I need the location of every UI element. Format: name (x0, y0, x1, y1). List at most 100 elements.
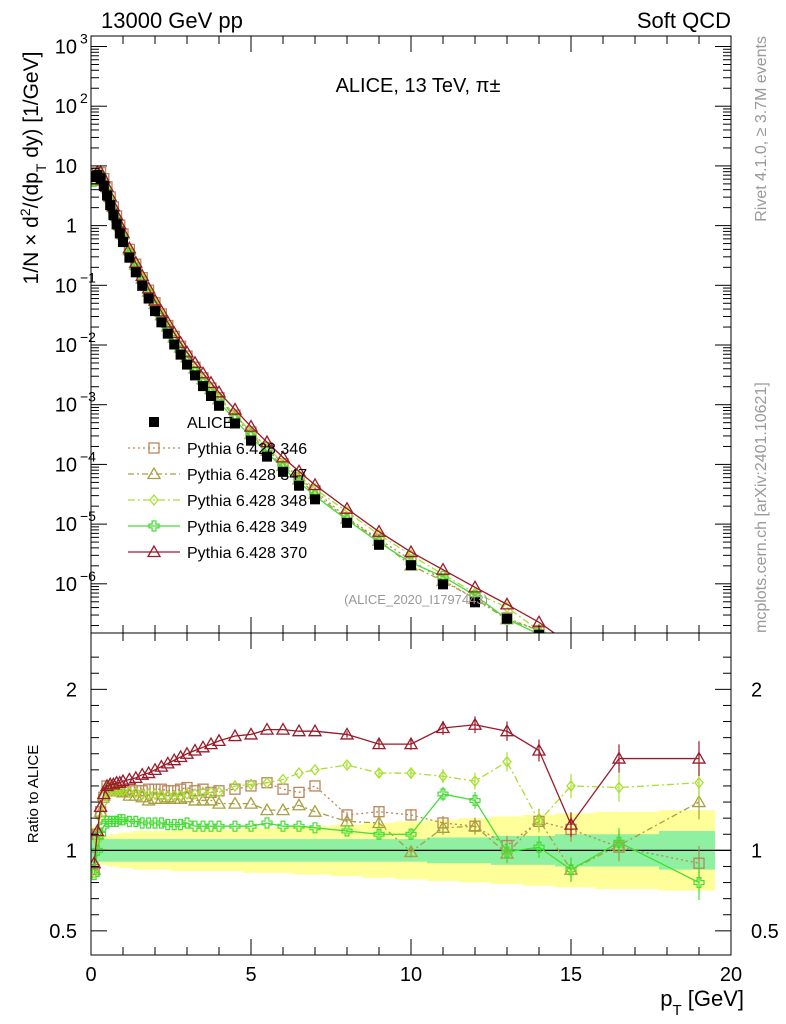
data-point (118, 237, 128, 248)
main-series-1 (91, 167, 704, 708)
ratio-series-marker (565, 864, 577, 876)
ratio-series-marker (467, 818, 483, 832)
ratio-series-marker (181, 781, 193, 794)
legend-label: Pythia 6.428 348 (187, 493, 307, 510)
ratio-series-marker (155, 783, 168, 795)
ratio-series-marker (230, 779, 240, 792)
data-point (614, 662, 624, 672)
ratio-series-marker (405, 809, 417, 821)
ratio-series-marker (96, 786, 111, 800)
main-series-line (93, 172, 545, 633)
data-point (124, 252, 135, 263)
data-point (111, 219, 122, 230)
main-series-marker (259, 434, 275, 448)
data-point (406, 560, 416, 571)
legend-label: ALICE (187, 415, 233, 432)
main-series-marker (227, 402, 243, 415)
ratio-series-marker (182, 787, 192, 801)
legend-label: Pythia 6.428 370 (187, 545, 307, 562)
ratio-series-marker (195, 793, 211, 806)
main-series-marker (613, 661, 625, 672)
legend-item: Pythia 6.428 370 (128, 544, 307, 562)
data-point (502, 613, 512, 624)
ratio-series-marker (91, 844, 104, 856)
ratio-series-marker (499, 723, 515, 737)
ratio-panel: 0.5 0.51 12 20 5 10 15 20 Ratio to ALICE pT [Ge… (25, 632, 779, 1019)
ratio-series-marker (206, 786, 216, 799)
data-point (102, 190, 112, 201)
data-point (470, 597, 480, 608)
data-point (198, 381, 208, 392)
ratio-series-marker (293, 786, 305, 799)
ratio-series-marker (213, 820, 225, 832)
ratio-series-marker (245, 780, 257, 792)
ratio-series-marker (403, 844, 419, 858)
ratio-series-marker (198, 786, 208, 799)
ratio-series-marker (181, 817, 193, 829)
ratio-series-marker (262, 776, 272, 789)
main-series-marker (307, 477, 323, 491)
ratio-series-marker (613, 836, 625, 848)
main-series-marker (694, 698, 704, 708)
y-tick-label: 10 −1 (55, 269, 96, 297)
ratio-series-marker (162, 785, 174, 797)
legend-item: Pythia 6.428 348 (128, 493, 307, 510)
ratio-series-marker (371, 815, 387, 829)
ratio-series-marker (160, 756, 175, 769)
ratio-series-marker (167, 752, 182, 766)
main-series-marker (693, 688, 705, 699)
legend-item: ALICE (149, 415, 233, 432)
main-ylabel: 1/N × d2/(dpT dy) [1/GeV] (17, 52, 49, 285)
legend: ALICE Pythia 6.428 346 Pythia 6.428 347 Pyt… (128, 415, 307, 562)
main-series-marker (695, 687, 703, 697)
main-series-marker (291, 464, 307, 477)
legend-item: Pythia 6.428 349 (128, 519, 307, 536)
data-point (143, 293, 154, 304)
ratio-series-marker (278, 773, 288, 786)
data-point (374, 539, 384, 550)
ratio-series-marker (563, 817, 579, 830)
ratio-series-marker (169, 789, 180, 802)
header-collision-label: 13000 GeV pp (101, 8, 243, 33)
mcplots-reference-label: mcplots.cern.ch [arXiv:2401.10621] (753, 382, 770, 633)
legend-marker (146, 466, 162, 480)
main-series-line (93, 172, 546, 633)
y-tick-label: 10 3 (55, 31, 88, 59)
main-series-marker (613, 650, 625, 661)
ratio-series-marker (501, 846, 513, 858)
ratio-series-marker (342, 758, 352, 772)
ratio-series-marker (694, 776, 704, 789)
main-title: ALICE, 13 TeV, π± (336, 75, 501, 97)
legend-label: Pythia 6.428 349 (187, 519, 307, 536)
ratio-series-marker (128, 770, 143, 784)
ratio-series-marker (374, 767, 384, 780)
ratio-series-marker (403, 736, 419, 750)
ratio-series-marker (246, 778, 256, 791)
ratio-series-marker (341, 825, 353, 837)
main-series-marker (694, 702, 704, 712)
x-tick-label: 5 (245, 964, 256, 986)
main-frame (90, 35, 732, 634)
xlabel: pT [GeV] (660, 986, 744, 1019)
ratio-series-marker (243, 796, 259, 809)
x-tick-label: 15 (560, 964, 582, 986)
ratio-series-marker (469, 794, 481, 807)
legend-item: Pythia 6.428 346 (128, 441, 307, 458)
data-point (137, 280, 148, 291)
ratio-series-marker (227, 796, 243, 809)
ratio-y-tick-label-left: 1 (66, 840, 77, 862)
ratio-series-marker (135, 789, 150, 803)
ratio-series-marker (95, 812, 106, 825)
ratio-series-marker (124, 786, 135, 799)
ratio-series-marker (214, 786, 224, 799)
data-point (278, 466, 288, 477)
data-point (214, 400, 224, 411)
data-point (95, 173, 106, 184)
ratio-series-marker (91, 866, 100, 879)
ratio-series-marker (173, 749, 188, 763)
ratio-y-tick-label-left: 0.5 (49, 921, 77, 943)
main-series-marker (614, 661, 624, 671)
ratio-series-marker (229, 783, 241, 795)
main-series-marker (534, 624, 544, 633)
